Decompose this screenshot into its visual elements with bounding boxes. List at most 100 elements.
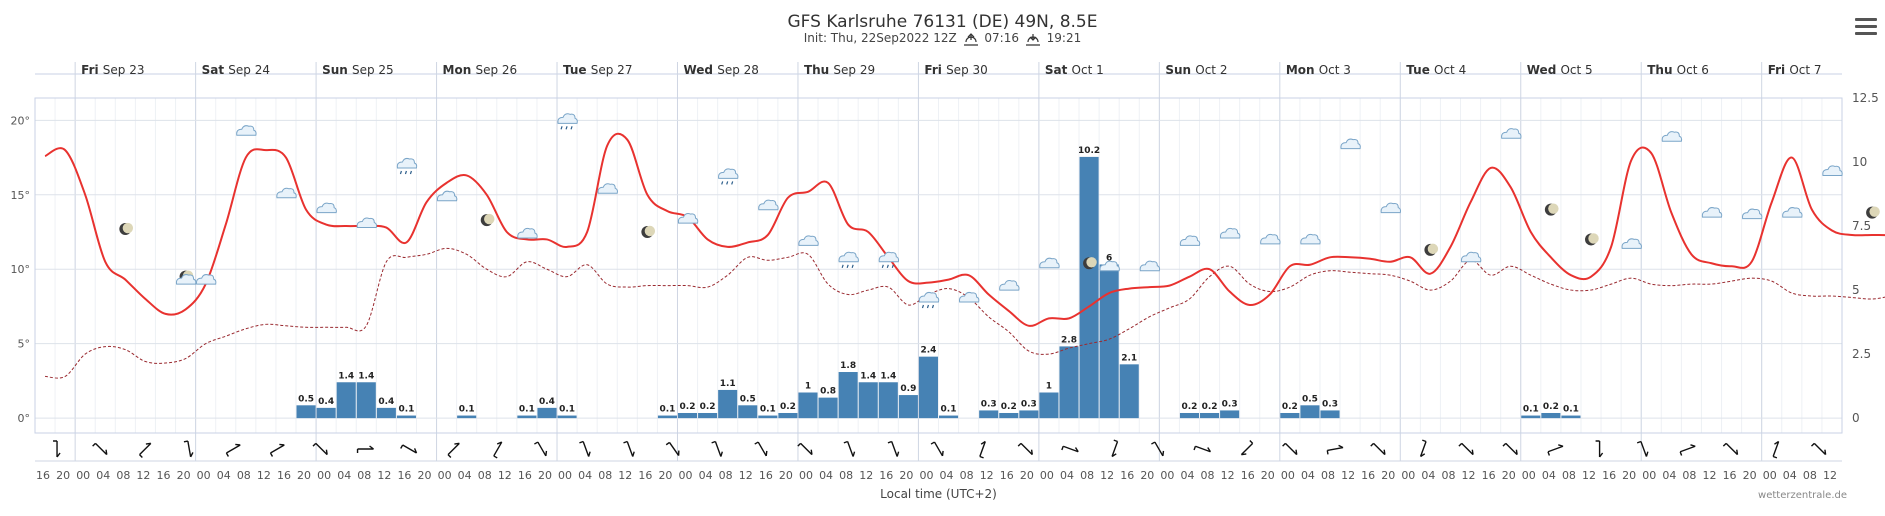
moon-icon <box>119 222 134 236</box>
hour-tick-label: 00 <box>197 469 211 482</box>
wind-arrow-icon <box>979 440 986 459</box>
precip-bar <box>396 415 416 419</box>
sunset-time: 19:21 <box>1046 31 1082 45</box>
precip-bar-label: 0.1 <box>941 405 957 415</box>
hour-tick-label: 00 <box>679 469 693 482</box>
wind-arrow-shape <box>92 442 108 456</box>
wind-arrow-shape <box>1636 440 1649 457</box>
cloud-icon <box>1782 207 1803 218</box>
wind-arrow-shape <box>269 443 285 457</box>
hamburger-menu-icon[interactable] <box>1855 18 1877 36</box>
wind-arrow-icon <box>1193 445 1212 453</box>
moon-highlight <box>1427 243 1439 255</box>
hour-tick-label: 04 <box>940 469 954 482</box>
hour-tick-label: 04 <box>1301 469 1315 482</box>
hour-tick-label: 20 <box>1381 469 1395 482</box>
wind-arrow-icon <box>1326 444 1344 455</box>
wind-arrow-shape <box>1370 442 1386 456</box>
precip-bar-label: 0.2 <box>1282 402 1298 412</box>
precip-bar <box>1079 156 1099 419</box>
precip-bar <box>296 405 316 419</box>
right-axis-tick-label: 2.5 <box>1852 347 1871 361</box>
cloud-icon <box>236 125 257 136</box>
precip-bar <box>336 382 356 419</box>
precip-bar <box>858 382 878 419</box>
precip-bar-label: 0.1 <box>398 405 414 415</box>
day-label: Wed Oct 5 <box>1527 63 1593 77</box>
wind-arrow-icon <box>623 440 635 457</box>
hour-tick-label: 00 <box>1763 469 1777 482</box>
wind-arrow-shape <box>1810 442 1827 456</box>
wind-arrow-shape <box>1151 441 1165 457</box>
wind-arrow-shape <box>1595 440 1604 458</box>
wind-arrow-shape <box>312 442 328 456</box>
precip-bar-label: 1 <box>805 382 811 392</box>
hour-tick-label: 20 <box>1502 469 1516 482</box>
cloud-shape <box>597 183 618 194</box>
right-axis-tick-label: 12.5 <box>1852 91 1879 105</box>
hour-tick-label: 20 <box>658 469 672 482</box>
wind-arrow-icon <box>1679 444 1696 456</box>
wind-arrow-icon <box>1772 440 1780 459</box>
cloud-icon <box>1661 131 1683 142</box>
precip-bar-label: 0.1 <box>459 405 475 415</box>
cloud-shape <box>436 190 458 202</box>
wind-arrow-icon <box>1595 440 1604 458</box>
precip-bar-label: 0.2 <box>780 402 796 412</box>
cloud-icon <box>798 235 819 246</box>
wind-arrow-shape <box>1772 440 1780 459</box>
wind-arrow-icon <box>930 441 944 457</box>
wind-arrow-shape <box>797 442 813 456</box>
day-label: Sat Sep 24 <box>202 63 270 77</box>
wind-arrow-shape <box>1061 445 1079 453</box>
hour-tick-label: 16 <box>1482 469 1496 482</box>
precip-bar <box>798 392 818 419</box>
hour-tick-label: 12 <box>1100 469 1114 482</box>
hour-tick-label: 04 <box>1783 469 1797 482</box>
hour-tick-label: 00 <box>76 469 90 482</box>
cloud-shape <box>276 187 297 199</box>
precip-bar-label: 0.2 <box>700 402 716 412</box>
rain-icon <box>557 113 578 130</box>
wind-arrow-shape <box>665 441 680 456</box>
hour-tick-label: 08 <box>1441 469 1455 482</box>
wind-arrow-icon <box>711 440 723 457</box>
hour-tick-label: 04 <box>1180 469 1194 482</box>
precip-bar <box>838 372 858 419</box>
cloud-shape <box>175 274 197 285</box>
precip-bar <box>537 407 557 419</box>
wind-arrow-icon <box>225 443 241 457</box>
hour-tick-label: 04 <box>1662 469 1676 482</box>
hour-tick-label: 04 <box>578 469 592 482</box>
wind-arrow-icon <box>1240 440 1254 456</box>
wind-arrow-shape <box>623 440 635 457</box>
hour-tick-label: 16 <box>638 469 652 482</box>
wind-arrow-shape <box>1722 442 1739 456</box>
rain-drops <box>841 264 854 268</box>
hour-tick-label: 00 <box>1642 469 1656 482</box>
precip-bar-label: 0.5 <box>298 394 314 404</box>
cloud-shape <box>1219 227 1241 239</box>
day-label: Fri Oct 7 <box>1768 63 1822 77</box>
wind-arrow-shape <box>1458 442 1474 456</box>
hour-tick-label: 12 <box>136 469 150 482</box>
wind-arrow-icon <box>1111 439 1119 458</box>
rain-drops <box>921 304 935 309</box>
wind-arrow-shape <box>1547 444 1564 456</box>
hour-tick-label: 12 <box>1221 469 1235 482</box>
hour-tick-label: 12 <box>859 469 873 482</box>
precip-bar-label: 2.8 <box>1061 335 1077 345</box>
rain-icon <box>718 168 739 185</box>
hour-tick-label: 04 <box>699 469 713 482</box>
cloud-shape <box>1380 202 1401 214</box>
hour-tick-label: 16 <box>1120 469 1134 482</box>
hour-tick-label: 16 <box>1602 469 1616 482</box>
precip-bar <box>376 407 396 419</box>
precip-bar-label: 2.4 <box>920 346 936 356</box>
cloud-icon <box>1219 227 1241 239</box>
hour-tick-label: 20 <box>899 469 913 482</box>
cloud-icon <box>1340 138 1361 150</box>
hour-tick-label: 08 <box>1682 469 1696 482</box>
wind-arrow-icon <box>1810 442 1827 456</box>
cloud-shape <box>1340 138 1361 150</box>
